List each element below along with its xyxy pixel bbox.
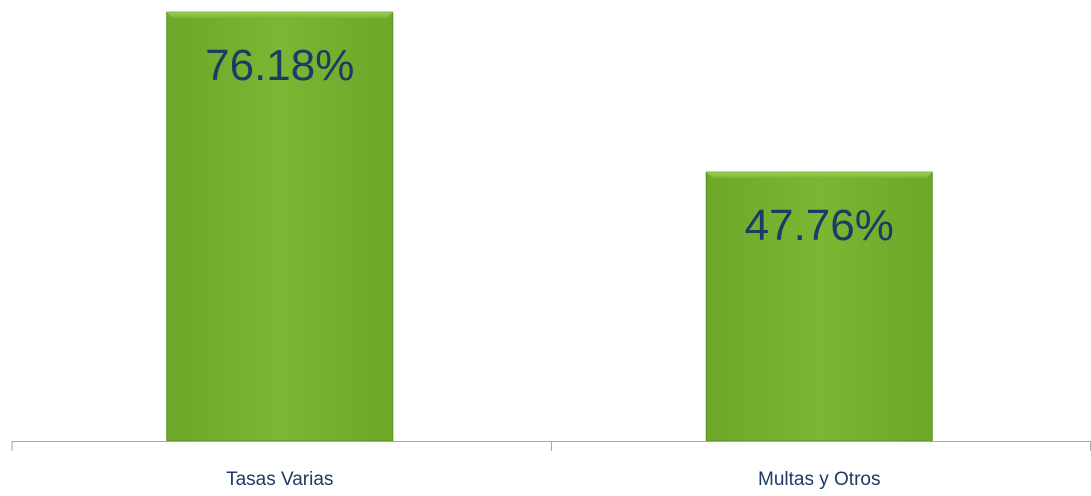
- bar-tasas-varias: [166, 11, 394, 442]
- bar-multas-y-otros: [705, 171, 933, 442]
- bars-layer: [166, 11, 933, 442]
- x-axis: [11, 441, 1091, 451]
- x-tick-label: Multas y Otros: [758, 469, 880, 490]
- x-tick-label: Tasas Varias: [226, 469, 333, 490]
- labels-layer: 76.18% Tasas Varias 47.76% Multas y Otros: [205, 41, 894, 490]
- bar-bevel: [166, 12, 393, 19]
- data-label: 47.76%: [745, 201, 894, 250]
- data-label: 76.18%: [205, 41, 354, 90]
- bar-bevel: [706, 172, 933, 179]
